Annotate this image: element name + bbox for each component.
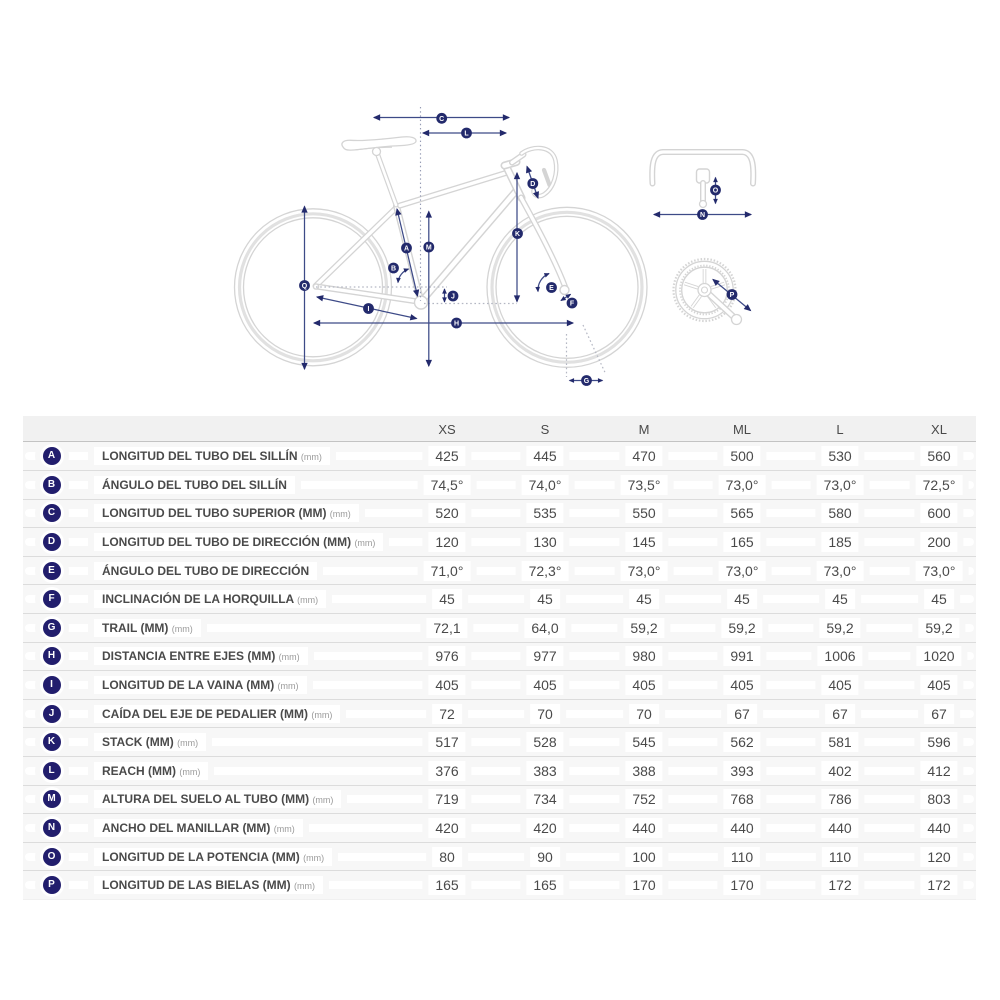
svg-text:N: N [700, 212, 705, 219]
svg-text:K: K [515, 231, 520, 238]
svg-text:Q: Q [302, 283, 308, 290]
svg-text:G: G [584, 378, 590, 385]
svg-text:L: L [464, 131, 469, 138]
svg-text:C: C [439, 116, 444, 123]
svg-text:A: A [404, 246, 409, 253]
svg-text:B: B [391, 266, 396, 273]
svg-text:H: H [454, 321, 459, 328]
svg-text:O: O [713, 188, 719, 195]
svg-text:M: M [426, 245, 432, 252]
svg-text:F: F [570, 301, 575, 308]
svg-text:P: P [730, 292, 735, 299]
svg-text:E: E [549, 285, 554, 292]
svg-text:I: I [368, 306, 370, 313]
svg-text:J: J [451, 294, 455, 301]
svg-text:D: D [530, 181, 535, 188]
